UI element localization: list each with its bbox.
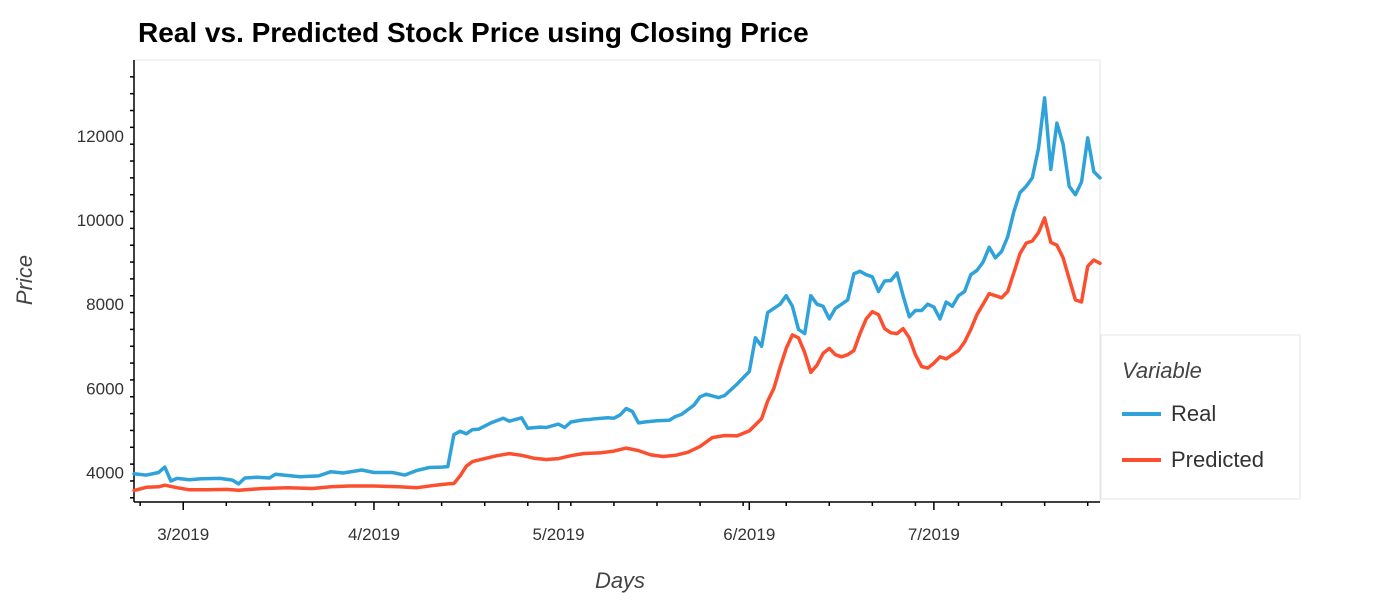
- y-tick-label: 10000: [77, 211, 124, 230]
- y-tick-label: 4000: [86, 464, 124, 483]
- legend-label-real: Real: [1171, 401, 1216, 426]
- series-lines: [132, 96, 1102, 493]
- series-line-real: [132, 96, 1102, 486]
- x-axis-label: Days: [595, 568, 645, 593]
- legend-label-predicted: Predicted: [1171, 447, 1264, 472]
- x-tick-label: 7/2019: [908, 525, 960, 544]
- y-tick-label: 8000: [86, 295, 124, 314]
- legend-title: Variable: [1122, 358, 1202, 383]
- y-tick-label: 6000: [86, 379, 124, 398]
- x-tick-label: 6/2019: [723, 525, 775, 544]
- legend: Variable Real Predicted: [1100, 334, 1301, 500]
- legend-box: [1100, 334, 1301, 500]
- x-tick-label: 5/2019: [533, 525, 585, 544]
- y-tick-label: 12000: [77, 127, 124, 146]
- x-tick-label: 4/2019: [348, 525, 400, 544]
- y-axis-label: Price: [12, 255, 37, 305]
- series-line-predicted: [132, 216, 1102, 493]
- plot-area-border: [133, 59, 1101, 503]
- x-axis-ticks: 3/2019 4/2019 5/2019 6/2019 7/2019: [139, 502, 1089, 544]
- chart-title: Real vs. Predicted Stock Price using Clo…: [138, 17, 809, 48]
- x-tick-label: 3/2019: [157, 525, 209, 544]
- y-axis-ticks: 4000 6000 8000 10000 12000: [77, 76, 134, 499]
